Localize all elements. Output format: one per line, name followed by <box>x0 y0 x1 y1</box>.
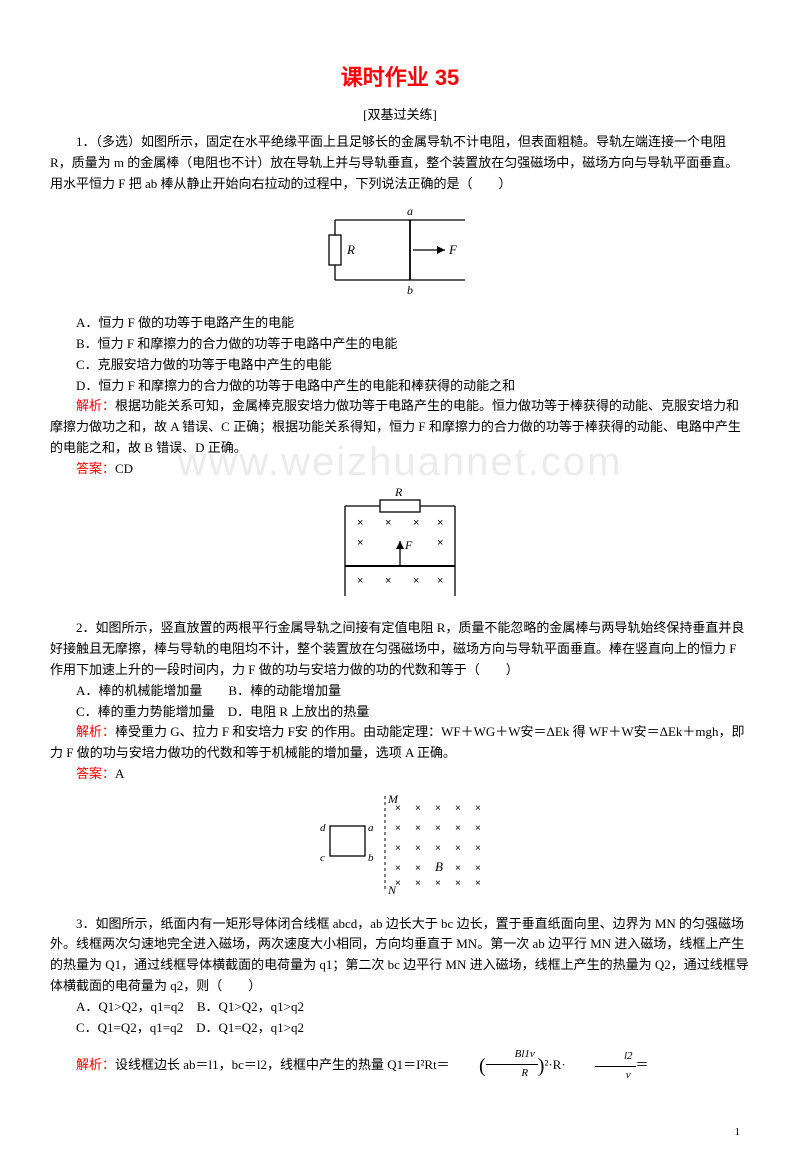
q1-analysis: 解析：根据功能关系可知，金属棒克服安培力做功等于电路产生的电能。恒力做功等于棒获… <box>50 396 750 458</box>
formula-frac1: ( Bl1v R ) <box>453 1046 545 1082</box>
q3-stem: 3．如图所示，纸面内有一矩形导体闭合线框 abcd，ab 边长大于 bc 边长，… <box>50 914 750 997</box>
fig3-d-label: d <box>320 822 326 834</box>
frac2-bot: v <box>595 1067 636 1085</box>
svg-text:×: × <box>385 575 391 587</box>
svg-text:×: × <box>437 517 443 529</box>
q3-opts-row2: C．Q1=Q2，q1=q2 D．Q1=Q2，q1>q2 <box>50 1018 750 1039</box>
q1-optD: D．恒力 F 和摩擦力的合力做的功等于电路中产生的电能和棒获得的动能之和 <box>50 376 750 397</box>
svg-text:×: × <box>357 575 363 587</box>
svg-text:×: × <box>395 843 401 854</box>
fig2-R-label: R <box>394 486 403 499</box>
figure-2: R F × × × × × × × × × × <box>50 486 750 613</box>
q3-analysis-suffix: ＝ <box>636 1057 649 1072</box>
q2-optD: D．电阻 R 上放出的热量 <box>228 704 370 719</box>
frac1-top: Bl1v <box>486 1046 538 1065</box>
svg-text:×: × <box>395 878 401 889</box>
fig3-B-label: B <box>435 859 443 874</box>
svg-text:×: × <box>455 843 461 854</box>
q2-optC: C．棒的重力势能增加量 <box>76 704 215 719</box>
q1-optC: C．克服安培力做的功等于电路中产生的电能 <box>50 355 750 376</box>
frac2-top: l2 <box>595 1048 636 1067</box>
svg-text:×: × <box>455 803 461 814</box>
svg-text:×: × <box>415 843 421 854</box>
svg-text:×: × <box>435 823 441 834</box>
q2-analysis: 解析：棒受重力 G、拉力 F 和安培力 F安 的作用。由动能定理：WF＋WG＋W… <box>50 722 750 764</box>
q3-opts-row1: A．Q1>Q2，q1=q2 B．Q1>Q2，q1>q2 <box>50 997 750 1018</box>
fig1-F-label: F <box>448 242 458 257</box>
section-subtitle: [双基过关练] <box>50 105 750 126</box>
svg-text:×: × <box>435 803 441 814</box>
fig3-b-label: b <box>368 852 374 864</box>
svg-text:×: × <box>455 878 461 889</box>
q2-opts-row2: C．棒的重力势能增加量 D．电阻 R 上放出的热量 <box>50 702 750 723</box>
fig1-b-label: b <box>407 283 413 297</box>
q3-analysis-prefix: 设线框边长 ab＝l1，bc＝l2，线框中产生的热量 Q1＝I²Rt＝ <box>115 1057 450 1072</box>
svg-text:×: × <box>415 803 421 814</box>
fig1-R-label: R <box>346 242 355 257</box>
svg-text:×: × <box>385 517 391 529</box>
svg-text:×: × <box>413 517 419 529</box>
q1-stem: 1．（多选）如图所示，固定在水平绝缘平面上且足够长的金属导轨不计电阻，但表面粗糙… <box>50 132 750 194</box>
fig1-a-label: a <box>407 204 413 218</box>
q1-optB: B．恒力 F 和摩擦力的合力做的功等于电路中产生的电能 <box>50 334 750 355</box>
analysis-label: 解析： <box>76 1057 115 1072</box>
q2-answer: 答案：A <box>50 764 750 785</box>
svg-text:×: × <box>435 878 441 889</box>
q2-optA: A．棒的机械能增加量 <box>76 683 202 698</box>
q1-answer: 答案：CD <box>50 459 750 480</box>
svg-text:×: × <box>435 843 441 854</box>
analysis-label: 解析： <box>76 724 115 739</box>
formula-frac2: l2 v <box>569 1048 636 1084</box>
q3-analysis: 解析：设线框边长 ab＝l1，bc＝l2，线框中产生的热量 Q1＝I²Rt＝ (… <box>50 1048 750 1084</box>
page: 课时作业 35 [双基过关练] 1．（多选）如图所示，固定在水平绝缘平面上且足够… <box>0 0 800 1172</box>
svg-text:×: × <box>475 823 481 834</box>
svg-text:×: × <box>475 803 481 814</box>
q2-optB: B．棒的动能增加量 <box>228 683 341 698</box>
q3-optD: D．Q1=Q2，q1>q2 <box>196 1020 304 1035</box>
svg-text:×: × <box>395 823 401 834</box>
svg-text:×: × <box>415 823 421 834</box>
figure-3: M N d a c b ××××× ××××× ××××× ×××× ×××××… <box>50 791 750 908</box>
svg-text:×: × <box>455 863 461 874</box>
svg-text:×: × <box>395 803 401 814</box>
frac1-bot: R <box>486 1065 538 1083</box>
q1-optA: A．恒力 F 做的功等于电路产生的电能 <box>50 313 750 334</box>
fig3-c-label: c <box>320 852 325 864</box>
q1-answer-text: CD <box>115 461 133 476</box>
analysis-label: 解析： <box>76 398 115 413</box>
fig3-a-label: a <box>368 822 374 834</box>
svg-text:×: × <box>357 537 363 549</box>
q3-optC: C．Q1=Q2，q1=q2 <box>76 1020 183 1035</box>
page-number: 1 <box>50 1124 750 1142</box>
svg-text:×: × <box>413 575 419 587</box>
fig2-F-label: F <box>404 538 413 552</box>
figure-1: R a b F <box>50 200 750 307</box>
svg-text:×: × <box>357 517 363 529</box>
svg-text:×: × <box>395 863 401 874</box>
main-title: 课时作业 35 <box>50 60 750 95</box>
q1-analysis-text: 根据功能关系可知，金属棒克服安培力做功等于电路产生的电能。恒力做功等于棒获得的动… <box>50 398 741 455</box>
svg-text:×: × <box>475 863 481 874</box>
svg-text:×: × <box>455 823 461 834</box>
svg-text:×: × <box>437 537 443 549</box>
q3-optA: A．Q1>Q2，q1=q2 <box>76 999 184 1014</box>
svg-text:×: × <box>415 878 421 889</box>
q2-answer-text: A <box>115 766 124 781</box>
svg-text:×: × <box>415 863 421 874</box>
q2-stem: 2．如图所示，竖直放置的两根平行金属导轨之间接有定值电阻 R，质量不能忽略的金属… <box>50 618 750 680</box>
svg-text:×: × <box>437 575 443 587</box>
svg-text:×: × <box>475 878 481 889</box>
q2-analysis-text: 棒受重力 G、拉力 F 和安培力 F安 的作用。由动能定理：WF＋WG＋W安＝Δ… <box>50 724 745 760</box>
q3-analysis-mid: ²·R· <box>544 1057 565 1072</box>
q2-opts-row1: A．棒的机械能增加量 B．棒的动能增加量 <box>50 681 750 702</box>
q3-optB: B．Q1>Q2，q1>q2 <box>197 999 304 1014</box>
answer-label: 答案： <box>76 461 115 476</box>
answer-label: 答案： <box>76 766 115 781</box>
svg-text:×: × <box>475 843 481 854</box>
